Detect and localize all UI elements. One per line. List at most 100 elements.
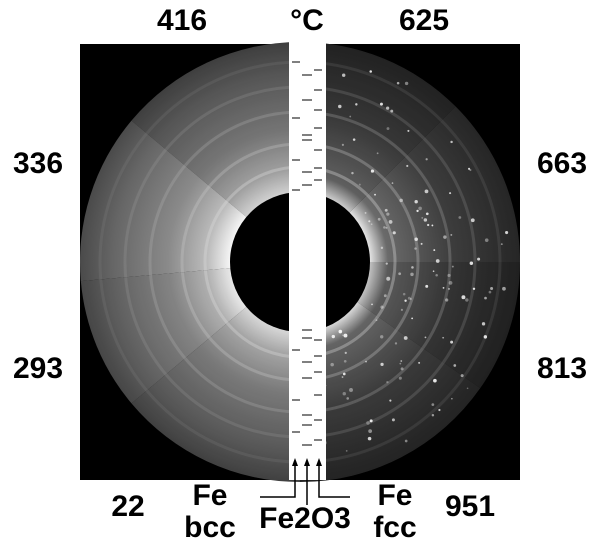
speckle	[341, 334, 344, 337]
speckle	[398, 272, 402, 276]
speckle	[330, 362, 334, 367]
scale-strip	[289, 0, 326, 480]
leader-line	[318, 466, 350, 498]
speckle	[386, 276, 391, 281]
speckle	[342, 372, 346, 376]
speckle	[448, 280, 453, 285]
speckle	[367, 436, 372, 441]
speckle	[386, 127, 390, 130]
speckle	[385, 226, 388, 229]
speckle	[483, 335, 488, 339]
speckle	[365, 360, 367, 363]
speckle	[370, 223, 373, 226]
speckle	[421, 217, 424, 219]
speckle	[448, 288, 450, 290]
speckle	[369, 70, 372, 73]
speckle	[451, 265, 454, 268]
speckle	[370, 169, 375, 173]
speckle	[377, 217, 381, 221]
speckle	[484, 238, 489, 242]
speckle	[433, 378, 437, 383]
speckle	[447, 273, 451, 278]
speckle	[352, 138, 356, 141]
speckle	[338, 104, 342, 109]
speckle	[418, 361, 421, 364]
speckle	[380, 362, 384, 366]
speckle	[400, 308, 404, 311]
speckle	[410, 272, 414, 277]
speckle	[349, 115, 352, 118]
speckle	[364, 211, 367, 214]
speckle	[404, 439, 408, 443]
speckle	[386, 106, 390, 110]
speckle	[414, 247, 417, 250]
speckle	[341, 143, 344, 146]
speckle	[392, 231, 396, 235]
speckle	[407, 129, 410, 132]
speckle	[469, 261, 474, 266]
speckle	[466, 387, 469, 390]
phase-label: Fe2O3	[259, 502, 351, 535]
speckle	[346, 397, 350, 400]
temperature-label: 813	[537, 352, 587, 385]
speckle	[411, 266, 414, 269]
speckle	[451, 397, 453, 400]
temperature-label: 416	[157, 4, 207, 37]
arrow-head	[316, 458, 322, 466]
temperature-label: 951	[445, 490, 495, 523]
speckle	[432, 270, 435, 273]
speckle	[383, 294, 387, 298]
speckle	[442, 336, 445, 339]
speckle	[344, 351, 347, 355]
tick-group	[292, 61, 322, 446]
phase-label: Fe	[377, 479, 412, 512]
leader-line	[260, 466, 296, 498]
temperature-label: 336	[13, 147, 63, 180]
speckle	[500, 243, 503, 246]
phase-label: bcc	[184, 511, 236, 544]
speckle	[505, 230, 509, 235]
speckle	[375, 319, 378, 322]
speckle	[469, 168, 472, 172]
speckle	[431, 414, 435, 417]
speckle	[410, 298, 412, 300]
speckle	[386, 212, 390, 216]
speckle	[414, 237, 418, 242]
speckle	[371, 303, 373, 306]
speckle	[411, 317, 414, 320]
speckle	[414, 200, 418, 204]
speckle	[368, 429, 373, 434]
speckle	[374, 193, 376, 196]
speckle	[351, 171, 354, 175]
speckle	[404, 81, 409, 86]
speckle	[472, 287, 476, 290]
speckle	[450, 140, 453, 144]
speckle	[380, 246, 384, 250]
speckle	[403, 336, 408, 340]
speckle	[416, 209, 419, 213]
speckle	[470, 218, 475, 223]
speckle	[391, 182, 394, 184]
speckle	[355, 103, 358, 106]
speckle	[442, 286, 445, 289]
speckle	[388, 220, 393, 224]
speckle	[435, 259, 440, 263]
speckle	[450, 340, 454, 344]
speckle	[420, 242, 423, 245]
unit-label: °C	[290, 4, 324, 37]
speckle	[366, 421, 370, 425]
speckle	[406, 164, 409, 168]
temperature-label: 663	[537, 147, 587, 180]
speckle	[342, 391, 346, 396]
speckle	[400, 360, 403, 362]
speckle	[431, 403, 435, 407]
speckle	[343, 359, 347, 363]
speckle	[386, 381, 389, 384]
speckle	[343, 333, 348, 338]
speckle	[342, 73, 346, 77]
speckle	[433, 249, 436, 252]
speckle	[484, 296, 487, 300]
speckle	[399, 198, 403, 203]
